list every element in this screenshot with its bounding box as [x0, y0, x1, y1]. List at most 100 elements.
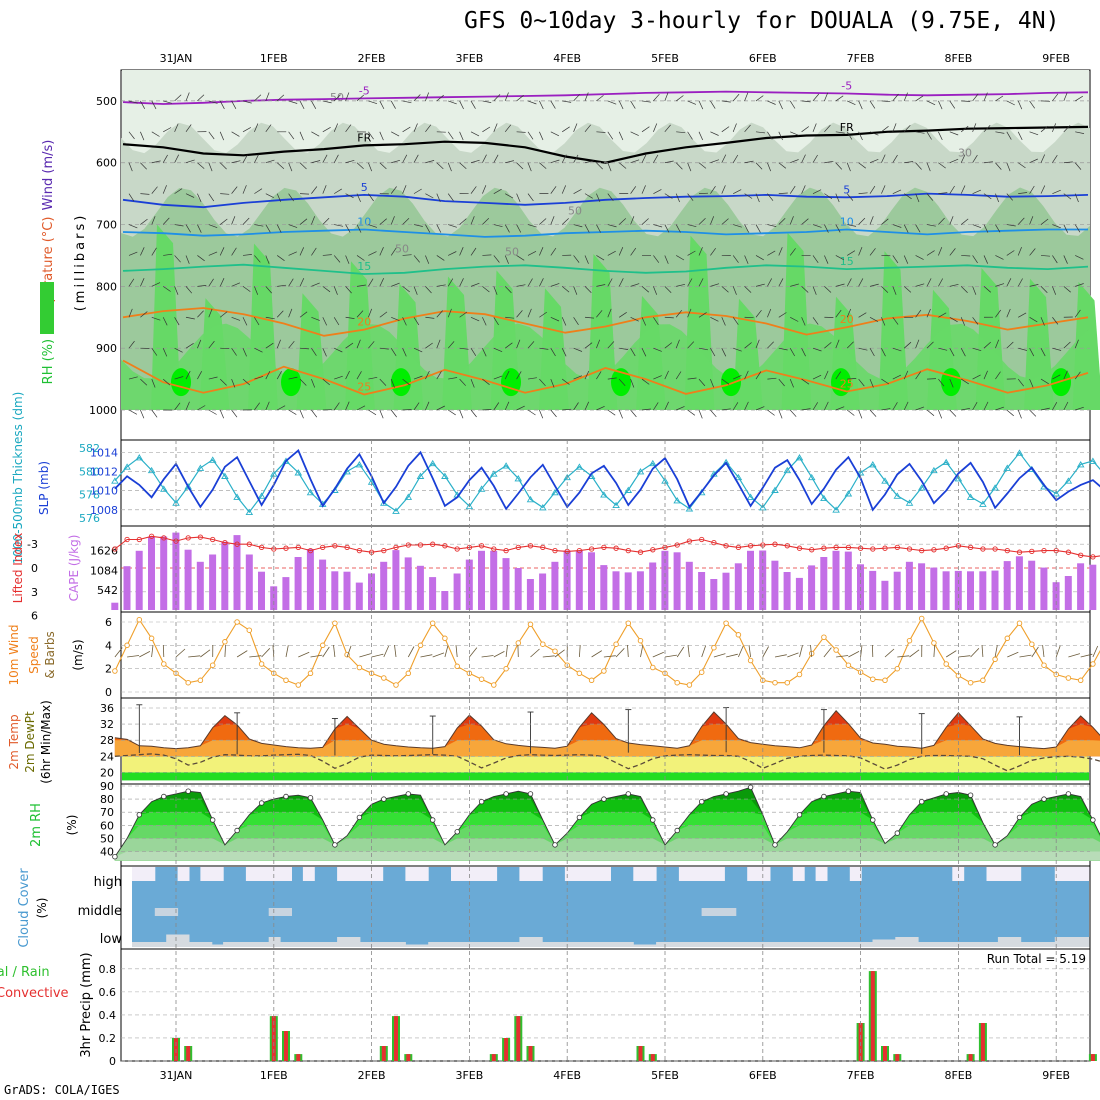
thickness-point	[526, 495, 535, 503]
wind-barb	[413, 123, 418, 132]
wind-barb	[299, 131, 304, 141]
li-point	[992, 546, 998, 552]
thickness-point	[1003, 464, 1012, 471]
wind-barb	[1018, 192, 1028, 194]
wind-speed-point	[161, 661, 167, 667]
cape-bar	[172, 532, 180, 610]
wind-barb	[858, 378, 865, 387]
wind-barb	[448, 224, 457, 228]
wind-barb	[276, 224, 282, 233]
wind-barb	[960, 348, 966, 357]
precip-convective-bar	[394, 1016, 398, 1061]
wind-barb	[516, 162, 524, 170]
thickness-point	[612, 501, 620, 509]
precip-convective-bar	[638, 1046, 643, 1061]
wind-barb	[995, 162, 1002, 170]
wind-barb	[504, 286, 512, 294]
wind-barb	[448, 100, 457, 105]
precip-convective-bar	[284, 1031, 288, 1061]
thickness-point	[477, 485, 486, 492]
wind-barb	[641, 185, 646, 194]
thickness-point	[196, 464, 205, 471]
cloud-low-bar	[542, 942, 554, 947]
wind-barb	[242, 378, 251, 386]
precip-legend-convective: Convective	[0, 986, 69, 1001]
cloud-high-gap	[132, 867, 144, 881]
cape-bar	[869, 570, 877, 610]
wind-barb	[812, 224, 822, 228]
wind-barb	[596, 310, 603, 318]
wind-barb	[265, 401, 270, 411]
wind-barb-10m	[762, 646, 769, 658]
wind-barb	[938, 312, 947, 318]
wind-barb	[356, 255, 365, 261]
wind-barb	[960, 286, 968, 293]
wind-barb	[516, 339, 521, 349]
wind-barb	[733, 189, 742, 194]
thickness-point	[575, 463, 584, 470]
wind-barb-10m	[687, 645, 690, 658]
wind-barb	[197, 255, 205, 262]
li-point	[295, 544, 301, 551]
wind-barb	[926, 162, 931, 172]
wind-barb	[618, 131, 624, 141]
cloud-high-gap	[1054, 867, 1067, 881]
wind-speed-point	[796, 671, 803, 678]
wind-barb	[1052, 347, 1062, 351]
wind-barb	[926, 224, 936, 227]
wind-barb-10m	[505, 645, 508, 658]
wind-barb	[949, 378, 954, 388]
wind-speed-point	[540, 641, 546, 647]
wind-barb	[527, 341, 535, 349]
slp-tick: 1010	[90, 485, 118, 498]
wind-barb	[835, 95, 844, 102]
wind-barb	[1017, 131, 1023, 141]
wind-barb	[619, 347, 629, 350]
rh-point	[650, 817, 656, 823]
wind-barb-10m	[799, 645, 803, 658]
wind-barb	[197, 405, 206, 411]
wind-barb	[413, 286, 418, 295]
thickness-point	[746, 493, 755, 500]
wind-barb	[151, 282, 161, 287]
wind-barb	[561, 185, 567, 194]
wind-barb	[1074, 309, 1081, 318]
wind-barb	[858, 278, 864, 287]
cloud-high-gap	[485, 867, 498, 881]
wind-speed-point	[197, 677, 204, 684]
wind-barb	[482, 286, 490, 293]
wind-barb	[824, 224, 829, 233]
wind-barb	[482, 317, 487, 326]
wind-barb	[584, 255, 589, 264]
wind-barb-10m	[713, 653, 726, 658]
thickness-point	[257, 492, 266, 499]
cloud-high-gap	[564, 867, 577, 881]
cape-bar	[184, 549, 192, 610]
wind-barb	[231, 160, 241, 164]
cloud-high-gap	[678, 867, 691, 881]
cloud-high-gap	[416, 867, 429, 881]
rh-tick: 50	[100, 832, 114, 845]
wind-barb	[311, 131, 320, 137]
wind-barb	[892, 374, 902, 380]
wind-barb	[755, 406, 765, 411]
cape-bar	[722, 572, 730, 610]
wind-barb	[413, 375, 423, 380]
wind-barb	[436, 339, 441, 349]
wind-barb	[140, 378, 148, 386]
wind-speed-point	[185, 679, 191, 686]
wind-barb	[938, 217, 945, 225]
wind-barb	[311, 316, 320, 321]
wind-barb	[835, 255, 844, 261]
wind-barb	[869, 348, 875, 357]
wind-barb	[277, 284, 287, 287]
rh-contour-label: 50	[505, 245, 519, 258]
wind-barb	[801, 408, 811, 411]
wind-barb-10m	[322, 646, 330, 658]
wind-barb	[151, 216, 156, 225]
wind-barb	[573, 224, 583, 228]
wind-tick: 6	[105, 616, 112, 629]
li-point	[527, 543, 534, 549]
rh-point	[576, 814, 583, 821]
li-point	[258, 544, 265, 551]
